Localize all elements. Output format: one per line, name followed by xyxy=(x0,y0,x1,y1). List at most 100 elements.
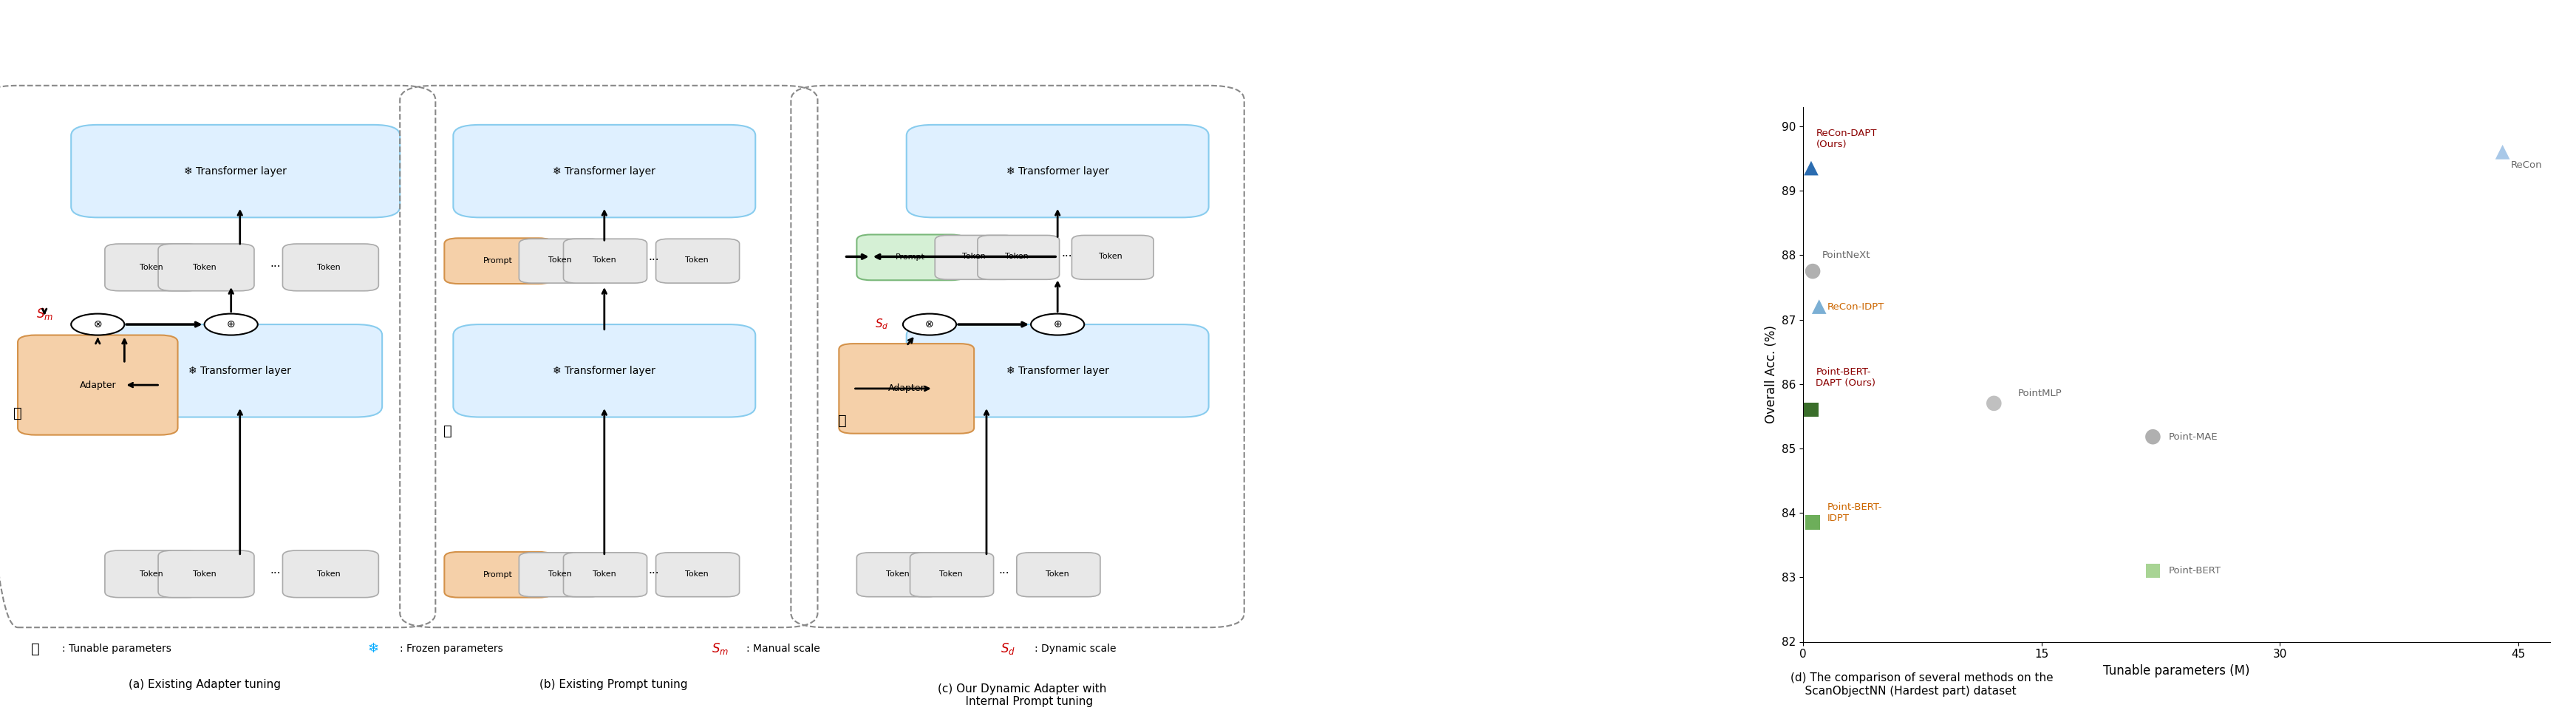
FancyBboxPatch shape xyxy=(443,238,554,284)
Point xyxy=(2481,146,2522,158)
Text: Prompt: Prompt xyxy=(482,257,513,265)
Text: $S_m$: $S_m$ xyxy=(711,642,729,656)
Text: Token: Token xyxy=(940,570,963,578)
Point xyxy=(1798,301,1839,312)
Point xyxy=(1793,265,1834,277)
FancyBboxPatch shape xyxy=(657,239,739,283)
Text: Token: Token xyxy=(963,253,987,260)
FancyBboxPatch shape xyxy=(907,324,1208,417)
FancyBboxPatch shape xyxy=(1018,553,1100,597)
Text: ···: ··· xyxy=(1061,251,1072,262)
Text: Token: Token xyxy=(1005,253,1028,260)
Text: : Tunable parameters: : Tunable parameters xyxy=(62,644,173,654)
FancyBboxPatch shape xyxy=(840,344,974,434)
Text: ⊕: ⊕ xyxy=(1054,319,1061,329)
Text: ···: ··· xyxy=(270,262,281,273)
Text: Token: Token xyxy=(685,570,708,578)
Text: Token: Token xyxy=(549,570,572,578)
Text: ···: ··· xyxy=(270,568,281,580)
Text: Token: Token xyxy=(1046,570,1069,578)
Text: (d) The comparison of several methods on the
    ScanObjectNN (Hardest part) dat: (d) The comparison of several methods on… xyxy=(1790,672,2053,697)
Text: Token: Token xyxy=(592,570,616,578)
Text: Point-BERT-
IDPT: Point-BERT- IDPT xyxy=(1826,503,1883,523)
FancyBboxPatch shape xyxy=(935,235,1018,279)
Text: ···: ··· xyxy=(649,255,659,266)
Text: Adapter: Adapter xyxy=(889,384,925,394)
FancyBboxPatch shape xyxy=(858,235,966,280)
Text: $S_d$: $S_d$ xyxy=(999,642,1015,656)
FancyBboxPatch shape xyxy=(283,244,379,291)
Circle shape xyxy=(204,314,258,335)
Text: ❄: ❄ xyxy=(368,642,379,655)
Text: Token: Token xyxy=(886,570,909,578)
Text: ···: ··· xyxy=(649,568,659,580)
Text: ReCon: ReCon xyxy=(2512,160,2543,170)
Text: ❄ Transformer layer: ❄ Transformer layer xyxy=(554,366,657,376)
FancyBboxPatch shape xyxy=(564,553,647,597)
Text: ReCon-DAPT
(Ours): ReCon-DAPT (Ours) xyxy=(1816,129,1878,150)
Text: Point-BERT: Point-BERT xyxy=(2169,566,2221,575)
Text: Point-BERT-
DAPT (Ours): Point-BERT- DAPT (Ours) xyxy=(1816,367,1875,388)
Y-axis label: Overall Acc. (%): Overall Acc. (%) xyxy=(1765,325,1777,424)
Text: PointMLP: PointMLP xyxy=(2017,389,2061,399)
FancyBboxPatch shape xyxy=(157,550,255,597)
Circle shape xyxy=(72,314,124,335)
FancyBboxPatch shape xyxy=(976,235,1059,279)
Text: ❄ Transformer layer: ❄ Transformer layer xyxy=(1007,166,1108,176)
Circle shape xyxy=(904,314,956,335)
Text: Token: Token xyxy=(139,570,162,578)
Text: ···: ··· xyxy=(999,568,1010,580)
Point xyxy=(1793,517,1834,528)
Text: : Dynamic scale: : Dynamic scale xyxy=(1036,644,1115,654)
Text: (a) Existing Adapter tuning: (a) Existing Adapter tuning xyxy=(129,679,281,690)
FancyBboxPatch shape xyxy=(283,550,379,597)
X-axis label: Tunable parameters (M): Tunable parameters (M) xyxy=(2105,664,2249,677)
Text: 🔥: 🔥 xyxy=(13,406,23,421)
Text: ❄ Transformer layer: ❄ Transformer layer xyxy=(554,166,657,176)
Text: $S_d$: $S_d$ xyxy=(876,317,889,332)
Text: Token: Token xyxy=(592,257,616,264)
Text: (c) Our Dynamic Adapter with
    Internal Prompt tuning: (c) Our Dynamic Adapter with Internal Pr… xyxy=(938,683,1108,707)
Point xyxy=(1790,163,1832,174)
FancyBboxPatch shape xyxy=(858,553,940,597)
Text: : Frozen parameters: : Frozen parameters xyxy=(399,644,502,654)
Text: 🔥: 🔥 xyxy=(837,414,848,428)
Text: ReCon-IDPT: ReCon-IDPT xyxy=(1826,302,1883,312)
FancyBboxPatch shape xyxy=(453,125,755,217)
Text: PointNeXt: PointNeXt xyxy=(1821,250,1870,260)
FancyBboxPatch shape xyxy=(157,244,255,291)
Point xyxy=(2133,431,2174,443)
FancyBboxPatch shape xyxy=(907,125,1208,217)
Text: ❄ Transformer layer: ❄ Transformer layer xyxy=(185,166,286,176)
Text: ❄ Transformer layer: ❄ Transformer layer xyxy=(188,366,291,376)
Text: Token: Token xyxy=(549,257,572,264)
FancyBboxPatch shape xyxy=(72,125,399,217)
Text: ⊗: ⊗ xyxy=(925,319,935,329)
FancyBboxPatch shape xyxy=(518,239,603,283)
Text: Token: Token xyxy=(685,257,708,264)
FancyBboxPatch shape xyxy=(106,244,201,291)
Text: Prompt: Prompt xyxy=(482,571,513,578)
FancyBboxPatch shape xyxy=(18,335,178,435)
Text: : Manual scale: : Manual scale xyxy=(747,644,819,654)
Point xyxy=(1973,398,2014,409)
FancyBboxPatch shape xyxy=(106,550,201,597)
Text: Token: Token xyxy=(317,264,340,271)
Text: ⊗: ⊗ xyxy=(93,319,103,329)
FancyBboxPatch shape xyxy=(443,552,554,597)
Point xyxy=(2133,565,2174,577)
FancyBboxPatch shape xyxy=(98,324,381,417)
Circle shape xyxy=(1030,314,1084,335)
Text: Token: Token xyxy=(1100,253,1123,260)
FancyBboxPatch shape xyxy=(909,553,994,597)
Text: Prompt: Prompt xyxy=(896,254,925,261)
Text: $S_m$: $S_m$ xyxy=(36,307,54,321)
Text: (b) Existing Prompt tuning: (b) Existing Prompt tuning xyxy=(538,679,688,690)
Text: Point-MAE: Point-MAE xyxy=(2169,432,2218,441)
Text: ⊕: ⊕ xyxy=(227,319,234,329)
Text: Adapter: Adapter xyxy=(80,380,116,390)
Text: 🔥: 🔥 xyxy=(443,424,453,438)
FancyBboxPatch shape xyxy=(564,239,647,283)
Point xyxy=(1790,404,1832,416)
Text: ❄ Transformer layer: ❄ Transformer layer xyxy=(1007,366,1108,376)
